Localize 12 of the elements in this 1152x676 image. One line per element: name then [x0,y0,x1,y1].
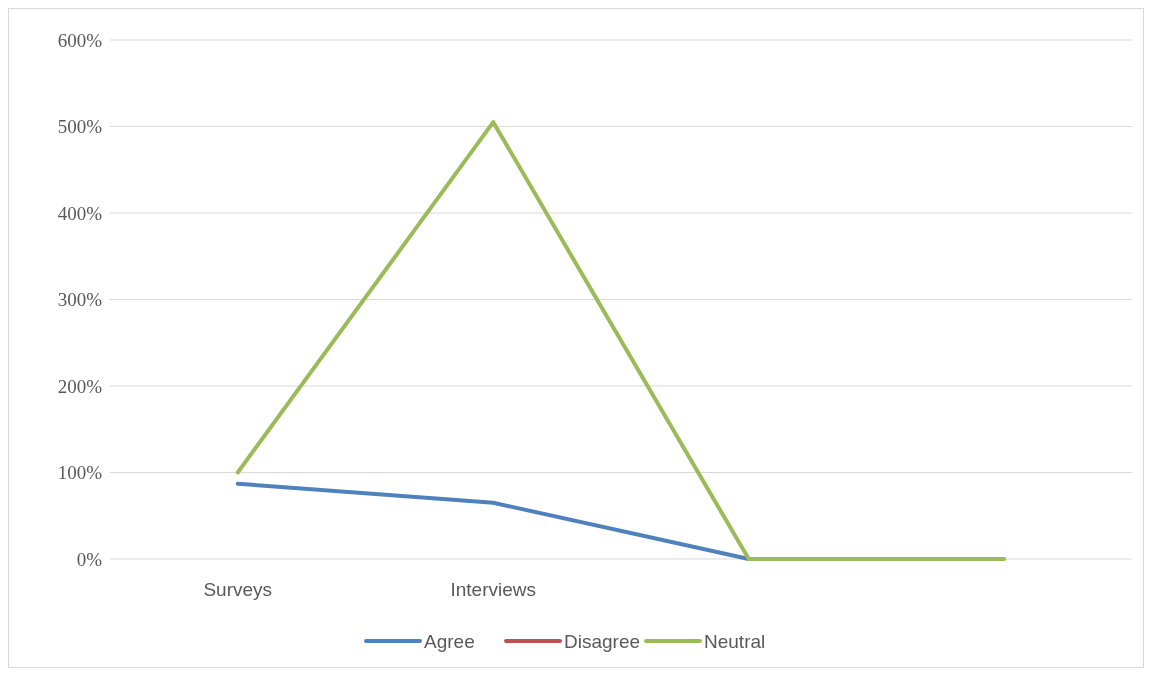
y-tick-label: 100% [57,462,103,484]
y-tick-label: 400% [57,202,103,224]
y-tick-label: 200% [57,375,103,397]
y-tick-label: 500% [57,116,103,138]
x-tick-label: Interviews [450,579,537,600]
y-tick-label: 300% [57,289,103,311]
legend-label: Disagree [564,630,641,652]
y-tick-label: 0% [76,548,103,570]
x-tick-label: Surveys [203,579,273,600]
legend-label: Neutral [704,630,766,652]
legend-label: Agree [424,630,475,652]
y-tick-label: 600% [57,29,103,51]
